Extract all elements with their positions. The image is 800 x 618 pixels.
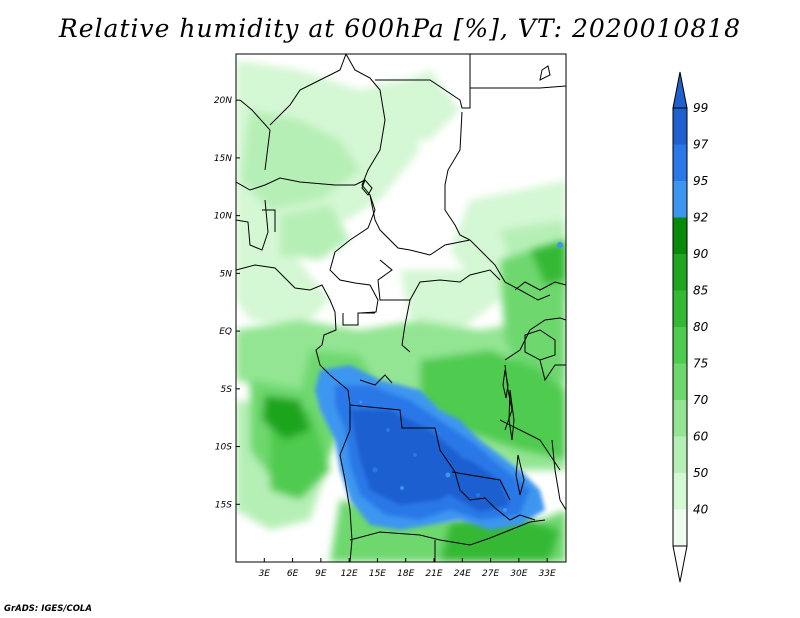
colorbar-label: 40: [693, 503, 709, 517]
colorbar-segment: [673, 436, 687, 473]
colorbar: 99 97 95 92 90 85 80 75 70 60 50 40: [672, 71, 709, 583]
lon-tick-label: 30E: [510, 569, 527, 579]
lon-tick-label: 9E: [315, 569, 327, 579]
colorbar-segment: [673, 327, 687, 364]
colorbar-label: 50: [693, 466, 709, 480]
colorbar-label: 95: [693, 174, 708, 188]
colorbar-label: 70: [693, 393, 709, 407]
colorbar-segment: [673, 290, 687, 327]
colorbar-segment: [673, 363, 687, 400]
lat-tick-label: EQ: [219, 327, 232, 337]
colorbar-segment: [673, 509, 687, 546]
grads-credit: GrADS: IGES/COLA: [4, 604, 92, 614]
colorbar-label: 99: [693, 101, 708, 115]
lon-tick-label: 15E: [369, 569, 386, 579]
colorbar-label: 92: [693, 211, 708, 225]
lon-tick-label: 18E: [397, 569, 414, 579]
colorbar-segment: [673, 217, 687, 254]
humidity-field: [236, 54, 566, 562]
colorbar-segment: [673, 254, 687, 291]
lon-tick-label: 33E: [539, 569, 556, 579]
lat-tick-label: 20N: [214, 96, 232, 106]
lat-tick-label: 15S: [215, 500, 232, 510]
field-saturated: [315, 365, 545, 530]
colorbar-bottom-arrow: [672, 545, 688, 583]
lon-tick-label: 3E: [259, 569, 271, 579]
map-title: Relative humidity at 600hPa [%], VT: 202…: [58, 14, 742, 43]
colorbar-label: 75: [693, 357, 708, 371]
plot-frame: [235, 53, 567, 563]
lat-tick-label: 5S: [221, 385, 233, 395]
colorbar-segment: [673, 181, 687, 218]
colorbar-segment: [673, 473, 687, 510]
colorbar-segment: [673, 400, 687, 437]
lon-tick-label: 6E: [287, 569, 299, 579]
lon-tick-label: 12E: [341, 569, 358, 579]
colorbar-segment: [673, 144, 687, 181]
latitude-axis: 20N 15N 10N 5N EQ 5S 10S 15S: [214, 96, 240, 510]
colorbar-label: 97: [693, 138, 709, 152]
field-low-band: [236, 60, 566, 330]
lat-tick-label: 5N: [220, 269, 233, 279]
lon-tick-label: 24E: [454, 569, 471, 579]
lat-tick-label: 15N: [214, 154, 232, 164]
colorbar-label: 60: [693, 430, 709, 444]
lat-tick-label: 10S: [215, 443, 232, 453]
colorbar-label: 85: [693, 284, 708, 298]
colorbar-label: 90: [693, 247, 709, 261]
colorbar-top-arrow: [672, 71, 688, 109]
lon-tick-label: 27E: [482, 569, 499, 579]
lake-outlines: [361, 65, 556, 496]
lon-tick-label: 21E: [425, 569, 442, 579]
lat-tick-label: 10N: [214, 212, 232, 222]
colorbar-segment: [673, 108, 687, 145]
longitude-axis: 3E 6E 9E 12E 15E 18E 21E 24E 27E 30E 33E: [259, 558, 556, 579]
colorbar-label: 80: [693, 320, 709, 334]
field-speckles: [359, 242, 563, 512]
